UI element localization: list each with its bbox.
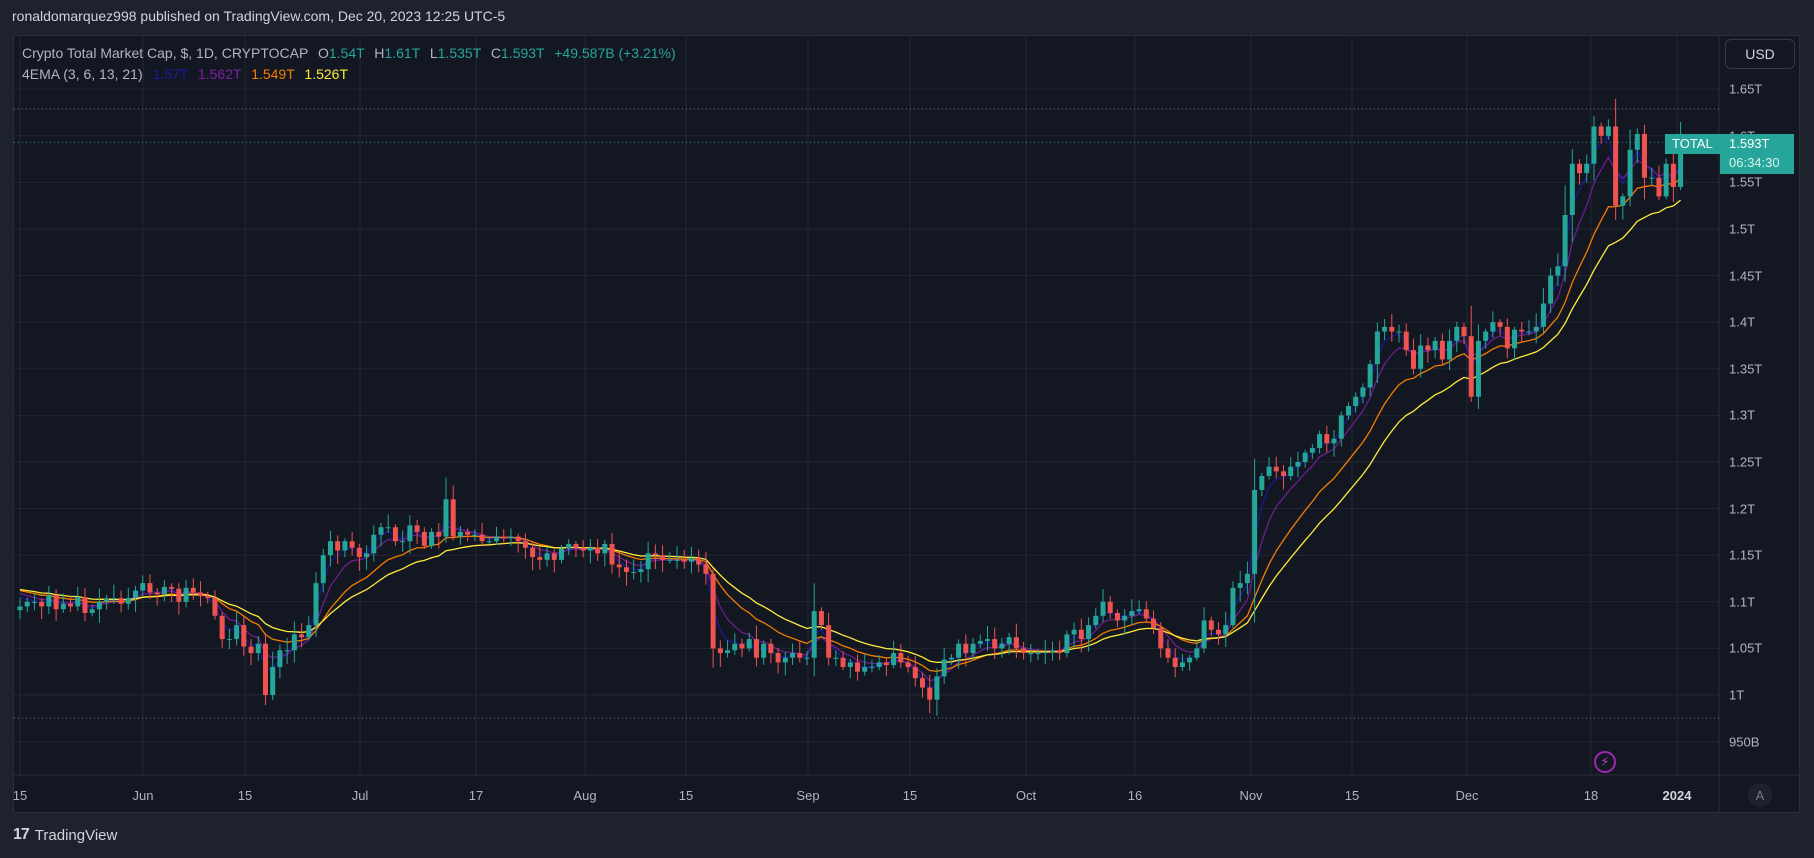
close-label: C xyxy=(490,45,502,61)
auto-scale-button[interactable]: A xyxy=(1748,783,1772,807)
ema-13-value: 1.549T xyxy=(251,66,295,82)
currency-button[interactable]: USD xyxy=(1725,39,1795,69)
time-axis-label: 18 xyxy=(1583,788,1599,803)
price-axis-label: 1.55T xyxy=(1729,174,1763,190)
ema-3-value: 1.57T xyxy=(152,66,189,82)
price-axis-label: 1.2T xyxy=(1729,501,1756,517)
price-axis-label: 1.1T xyxy=(1729,594,1756,610)
change-value: +49.587B (+3.21%) xyxy=(554,45,676,61)
price-axis-label: 1.45T xyxy=(1729,268,1763,284)
ema-6-value: 1.562T xyxy=(197,66,242,82)
time-axis-label: Jun xyxy=(132,788,154,803)
time-axis-label: Aug xyxy=(573,788,597,803)
price-axis-label: 1.3T xyxy=(1729,407,1756,423)
lightning-icon[interactable]: ⚡ xyxy=(1594,751,1616,773)
symbol-price-tag: TOTAL xyxy=(1665,134,1720,154)
time-axis-label: 16 xyxy=(1127,788,1143,803)
price-axis-label: 1T xyxy=(1729,687,1745,703)
time-axis-label: Sep xyxy=(796,788,820,803)
price-axis-label: 1.65T xyxy=(1729,81,1763,97)
publish-info: ronaldomarquez998 published on TradingVi… xyxy=(12,8,506,24)
chart-pane[interactable] xyxy=(13,35,1800,813)
low-value: 1.535T xyxy=(437,45,481,61)
time-axis-label: 15 xyxy=(678,788,694,803)
tradingview-logo-icon: 17 xyxy=(13,826,30,843)
open-label: O xyxy=(317,45,329,61)
low-label: L xyxy=(429,45,438,61)
last-price: 1.593T xyxy=(1729,136,1770,151)
time-axis-label: Jul xyxy=(351,788,369,803)
time-axis-label: Dec xyxy=(1455,788,1479,803)
last-price-tag: 1.593T 06:34:30 xyxy=(1720,134,1794,174)
price-axis-label: 1.25T xyxy=(1729,454,1763,470)
time-axis-label: 2024 xyxy=(1662,788,1692,803)
symbol-legend: Crypto Total Market Cap, $, 1D, CRYPTOCA… xyxy=(22,45,676,61)
time-axis-label: 15 xyxy=(12,788,28,803)
open-value: 1.54T xyxy=(328,45,365,61)
symbol-title[interactable]: Crypto Total Market Cap, $, 1D, CRYPTOCA… xyxy=(22,45,309,61)
bar-countdown: 06:34:30 xyxy=(1729,155,1780,170)
price-axis-label: 1.35T xyxy=(1729,361,1763,377)
price-axis-label: 1.05T xyxy=(1729,640,1763,656)
close-value: 1.593T xyxy=(501,45,545,61)
tradingview-brand: 17 TradingView xyxy=(13,826,117,844)
price-axis-label: 950B xyxy=(1729,734,1760,750)
time-axis-label: 15 xyxy=(902,788,918,803)
price-axis-label: 1.15T xyxy=(1729,547,1763,563)
time-axis-label: 15 xyxy=(237,788,253,803)
time-axis-label: Nov xyxy=(1239,788,1263,803)
price-axis-label: 1.5T xyxy=(1729,221,1756,237)
high-label: H xyxy=(374,45,385,61)
time-axis-label: Oct xyxy=(1015,788,1037,803)
ema-21-value: 1.526T xyxy=(304,66,349,82)
time-axis-label: 15 xyxy=(1344,788,1360,803)
time-axis-label: 17 xyxy=(468,788,484,803)
high-value: 1.61T xyxy=(384,45,420,61)
indicator-legend: 4EMA (3, 6, 13, 21) 1.57T 1.562T 1.549T … xyxy=(22,66,348,82)
price-axis-label: 1.4T xyxy=(1729,314,1756,330)
indicator-title[interactable]: 4EMA (3, 6, 13, 21) xyxy=(22,66,143,82)
tradingview-brand-text: TradingView xyxy=(34,826,118,844)
